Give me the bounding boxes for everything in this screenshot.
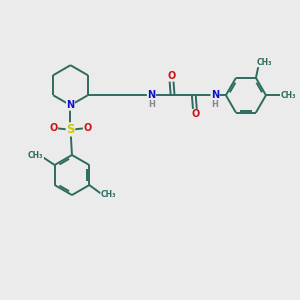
Text: N: N — [66, 100, 75, 110]
Text: CH₃: CH₃ — [101, 190, 116, 199]
Text: N: N — [147, 90, 155, 100]
Text: O: O — [49, 123, 58, 133]
Text: CH₃: CH₃ — [280, 91, 296, 100]
Text: O: O — [191, 110, 200, 119]
Text: N: N — [211, 90, 219, 100]
Text: S: S — [66, 123, 75, 136]
Text: O: O — [83, 123, 92, 133]
Text: CH₃: CH₃ — [28, 151, 44, 160]
Text: H: H — [212, 100, 218, 109]
Text: H: H — [148, 100, 155, 109]
Text: O: O — [167, 71, 175, 81]
Text: CH₃: CH₃ — [256, 58, 272, 67]
